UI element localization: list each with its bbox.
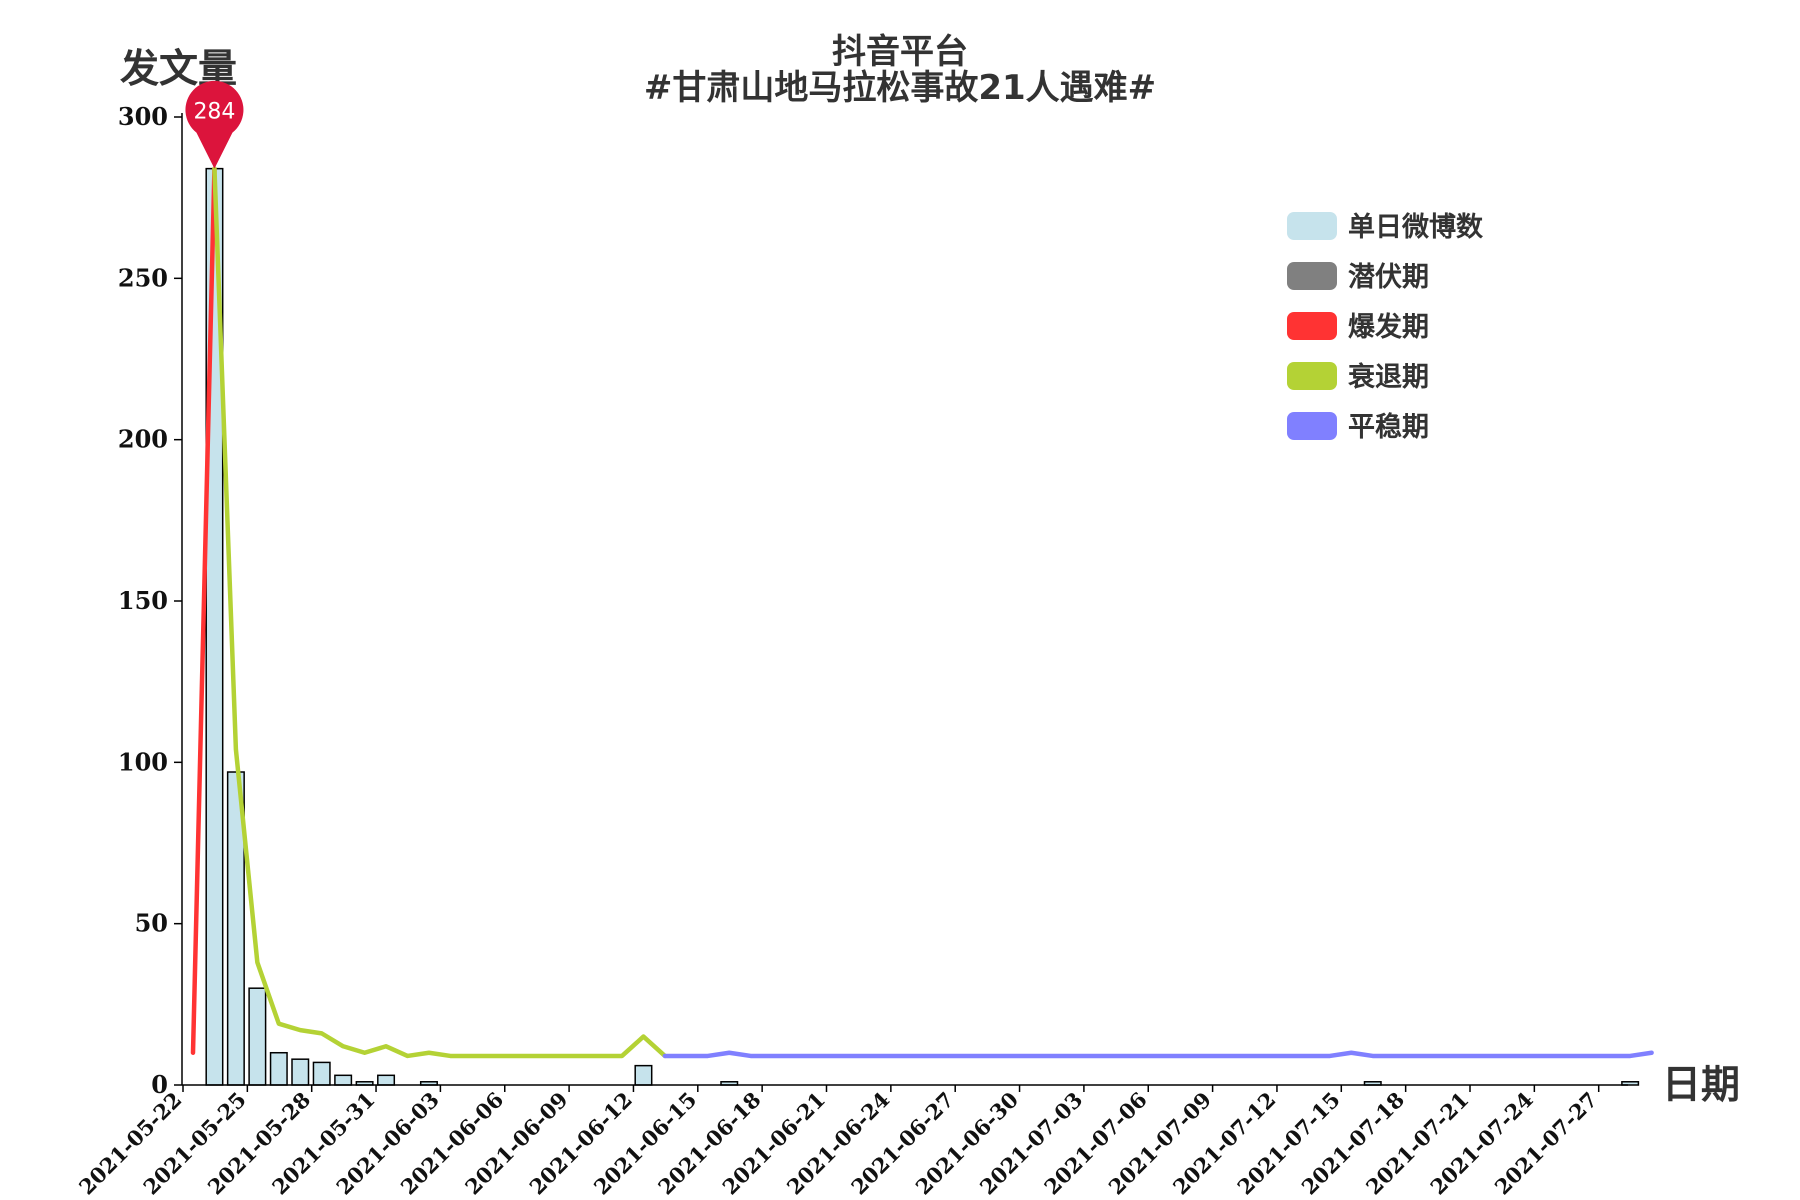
bars-layer — [205, 167, 1640, 1086]
x-axis-label: 日期 — [1662, 1063, 1740, 1108]
chart-subtitle: #甘肃山地马拉松事故21人遇难# — [644, 68, 1156, 108]
legend-label: 衰退期 — [1348, 361, 1429, 393]
legend-label: 潜伏期 — [1348, 262, 1429, 293]
legend-swatch — [1287, 312, 1337, 340]
legend-swatch — [1287, 262, 1337, 290]
max-marker: 284 — [185, 80, 244, 169]
phase-lines-layer — [190, 166, 1654, 1059]
y-tick-label: 200 — [118, 425, 168, 454]
y-tick-label: 0 — [151, 1070, 168, 1099]
legend-label: 爆发期 — [1348, 311, 1429, 343]
chart-title: 抖音平台 — [832, 32, 968, 72]
bar — [377, 1074, 396, 1086]
bar — [291, 1058, 310, 1086]
phase-line-平稳期 — [662, 1050, 1654, 1059]
bar — [312, 1061, 331, 1086]
legend-swatch — [1287, 212, 1337, 240]
axes-layer — [181, 113, 1628, 1086]
bar — [269, 1051, 288, 1086]
bar — [634, 1064, 653, 1086]
y-tick-label: 150 — [118, 586, 168, 615]
max-marker-label: 284 — [193, 100, 235, 125]
phase-line-爆发期 — [190, 166, 217, 1055]
x-ticks: 2021-05-222021-05-252021-05-282021-05-31… — [74, 1085, 1602, 1200]
y-tick-label: 100 — [118, 747, 168, 776]
legend-label: 单日微博数 — [1348, 211, 1484, 243]
y-tick-label: 300 — [118, 102, 168, 131]
legend-swatch — [1287, 362, 1337, 390]
bar — [1621, 1081, 1640, 1086]
y-ticks: 0 50 100 150 200 250 300 — [118, 102, 182, 1099]
phase-line-衰退期 — [212, 166, 668, 1059]
legend-swatch — [1287, 412, 1337, 440]
bar — [248, 987, 267, 1086]
y-tick-label: 250 — [118, 263, 168, 292]
y-tick-label: 50 — [135, 909, 168, 938]
bar — [334, 1074, 353, 1086]
max-marker-pin — [185, 80, 244, 169]
legend-label: 平稳期 — [1348, 411, 1429, 443]
